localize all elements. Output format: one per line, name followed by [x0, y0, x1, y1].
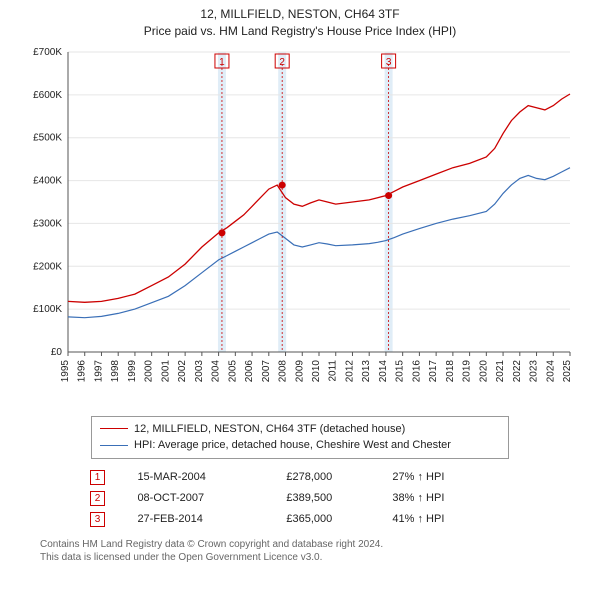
svg-text:2006: 2006 — [244, 359, 255, 382]
marker-date: 15-MAR-2004 — [137, 467, 286, 488]
svg-text:1998: 1998 — [110, 359, 121, 382]
footnote: Contains HM Land Registry data © Crown c… — [40, 538, 560, 564]
marker-num-box: 1 — [90, 470, 105, 485]
svg-text:2022: 2022 — [512, 359, 523, 382]
marker-num-cell: 3 — [90, 509, 137, 530]
svg-text:2021: 2021 — [495, 359, 506, 382]
svg-text:2020: 2020 — [478, 359, 489, 382]
legend: 12, MILLFIELD, NESTON, CH64 3TF (detache… — [91, 416, 509, 459]
marker-row: 3 27-FEB-2014£365,00041% ↑ HPI — [90, 509, 510, 530]
footnote-line-2: This data is licensed under the Open Gov… — [40, 551, 560, 564]
svg-text:2005: 2005 — [227, 359, 238, 382]
svg-text:2019: 2019 — [462, 359, 473, 382]
marker-pct: 38% ↑ HPI — [392, 488, 510, 509]
footnote-line-1: Contains HM Land Registry data © Crown c… — [40, 538, 560, 551]
svg-text:2009: 2009 — [294, 359, 305, 382]
svg-text:£300K: £300K — [33, 218, 62, 229]
svg-text:£700K: £700K — [33, 47, 62, 58]
svg-text:2008: 2008 — [278, 359, 289, 382]
svg-text:2004: 2004 — [211, 359, 222, 382]
svg-text:£600K: £600K — [33, 89, 62, 100]
svg-text:1996: 1996 — [77, 359, 88, 382]
marker-date: 08-OCT-2007 — [137, 488, 286, 509]
legend-label: HPI: Average price, detached house, Ches… — [134, 437, 451, 454]
svg-text:£0: £0 — [51, 347, 63, 358]
svg-text:£500K: £500K — [33, 132, 62, 143]
svg-text:2024: 2024 — [545, 359, 556, 382]
svg-text:1997: 1997 — [93, 359, 104, 382]
marker-num-cell: 1 — [90, 467, 137, 488]
marker-row: 1 15-MAR-2004£278,00027% ↑ HPI — [90, 467, 510, 488]
chart-svg: £0 £100K £200K £300K £400K £500K £600K £700K 199… — [20, 46, 580, 408]
marker-table: 1 15-MAR-2004£278,00027% ↑ HPI 2 08-OCT-200… — [90, 467, 510, 530]
svg-text:2015: 2015 — [395, 359, 406, 382]
svg-text:2007: 2007 — [261, 359, 272, 382]
svg-text:2018: 2018 — [445, 359, 456, 382]
svg-text:2002: 2002 — [177, 359, 188, 382]
marker-pct: 41% ↑ HPI — [392, 509, 510, 530]
svg-text:2010: 2010 — [311, 359, 322, 382]
svg-text:£200K: £200K — [33, 261, 62, 272]
marker-price: £389,500 — [286, 488, 392, 509]
marker-price: £278,000 — [286, 467, 392, 488]
svg-text:2023: 2023 — [529, 359, 540, 382]
svg-text:2014: 2014 — [378, 359, 389, 382]
svg-text:2000: 2000 — [144, 359, 155, 382]
legend-row: HPI: Average price, detached house, Ches… — [100, 437, 500, 454]
svg-text:£100K: £100K — [33, 304, 62, 315]
svg-text:2025: 2025 — [562, 359, 573, 382]
svg-text:1: 1 — [219, 57, 225, 68]
svg-text:2013: 2013 — [361, 359, 372, 382]
marker-num-box: 2 — [90, 491, 105, 506]
title-block: 12, MILLFIELD, NESTON, CH64 3TF Price pa… — [0, 0, 600, 40]
svg-text:£400K: £400K — [33, 175, 62, 186]
svg-text:2001: 2001 — [160, 359, 171, 382]
marker-pct: 27% ↑ HPI — [392, 467, 510, 488]
svg-text:2016: 2016 — [411, 359, 422, 382]
title-line-1: 12, MILLFIELD, NESTON, CH64 3TF — [0, 6, 600, 23]
svg-text:2017: 2017 — [428, 359, 439, 382]
legend-row: 12, MILLFIELD, NESTON, CH64 3TF (detache… — [100, 421, 500, 438]
legend-swatch — [100, 428, 128, 429]
legend-swatch — [100, 445, 128, 446]
svg-text:3: 3 — [386, 57, 392, 68]
svg-text:1999: 1999 — [127, 359, 138, 382]
marker-num-cell: 2 — [90, 488, 137, 509]
svg-text:2003: 2003 — [194, 359, 205, 382]
svg-text:2012: 2012 — [344, 359, 355, 382]
legend-label: 12, MILLFIELD, NESTON, CH64 3TF (detache… — [134, 421, 405, 438]
marker-row: 2 08-OCT-2007£389,50038% ↑ HPI — [90, 488, 510, 509]
svg-text:2011: 2011 — [328, 359, 339, 381]
marker-date: 27-FEB-2014 — [137, 509, 286, 530]
marker-num-box: 3 — [90, 512, 105, 527]
svg-text:2: 2 — [279, 57, 285, 68]
marker-price: £365,000 — [286, 509, 392, 530]
title-line-2: Price paid vs. HM Land Registry's House … — [0, 23, 600, 40]
svg-text:1995: 1995 — [60, 359, 71, 382]
chart: £0 £100K £200K £300K £400K £500K £600K £700K 199… — [20, 46, 580, 408]
